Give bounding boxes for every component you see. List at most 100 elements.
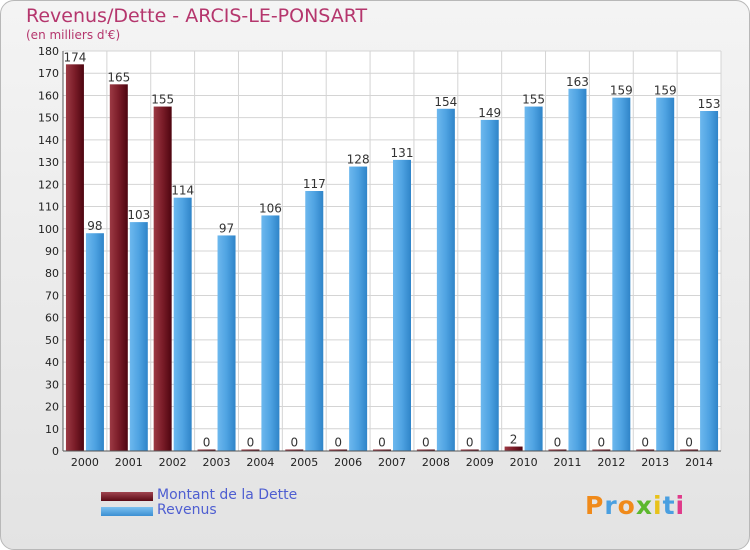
data-label-revenus: 159 — [654, 84, 677, 98]
data-label-dette: 165 — [107, 70, 130, 84]
x-tick-label: 2006 — [334, 456, 362, 469]
data-label-revenus: 159 — [610, 84, 633, 98]
data-label-dette: 0 — [466, 436, 474, 450]
bar-dette — [416, 449, 435, 451]
legend-label-debt: Montant de la Dette — [157, 487, 298, 503]
proxiti-logo: Proxiti — [585, 491, 685, 520]
data-label-revenus: 163 — [566, 75, 589, 89]
x-tick-label: 2011 — [553, 456, 581, 469]
y-tick-label: 40 — [45, 356, 59, 369]
bar-dette — [329, 449, 348, 451]
bar-dette — [548, 449, 567, 451]
x-tick-label: 2002 — [159, 456, 187, 469]
data-label-revenus: 155 — [522, 93, 545, 107]
x-tick-label: 2000 — [71, 456, 99, 469]
bar-dette — [460, 449, 479, 451]
y-tick-label: 160 — [38, 89, 59, 102]
data-label-revenus: 114 — [171, 184, 194, 198]
bar-dette — [504, 446, 523, 451]
data-label-dette: 0 — [641, 436, 649, 450]
data-label-dette: 0 — [290, 436, 298, 450]
bar-revenus — [85, 233, 104, 451]
bar-revenus — [524, 106, 543, 452]
bar-dette — [109, 84, 128, 451]
data-label-dette: 0 — [554, 436, 562, 450]
y-tick-label: 170 — [38, 67, 59, 80]
data-label-dette: 0 — [685, 436, 693, 450]
bar-dette — [65, 64, 84, 452]
chart-subtitle: (en milliers d'€) — [26, 28, 121, 42]
x-tick-label: 2005 — [290, 456, 318, 469]
bar-revenus — [129, 222, 148, 451]
data-label-revenus: 154 — [434, 95, 457, 109]
bar-revenus — [700, 111, 719, 451]
y-tick-label: 120 — [38, 178, 59, 191]
bar-dette — [680, 449, 699, 451]
legend-swatch-revenus — [101, 507, 153, 516]
data-label-dette: 0 — [247, 436, 255, 450]
y-tick-label: 0 — [52, 445, 59, 458]
bar-dette — [285, 449, 304, 451]
bar-revenus — [612, 97, 631, 452]
x-tick-label: 2001 — [115, 456, 143, 469]
x-tick-label: 2012 — [597, 456, 625, 469]
logo-letter: P — [585, 491, 605, 520]
data-label-revenus: 149 — [478, 106, 501, 120]
data-label-dette: 0 — [378, 436, 386, 450]
y-tick-label: 140 — [38, 134, 59, 147]
data-label-revenus: 128 — [347, 153, 370, 167]
bar-dette — [153, 106, 172, 452]
chart-title: Revenus/Dette - ARCIS-LE-PONSART — [26, 5, 368, 27]
y-tick-label: 20 — [45, 401, 59, 414]
y-tick-label: 100 — [38, 223, 59, 236]
x-tick-label: 2007 — [378, 456, 406, 469]
y-tick-label: 110 — [38, 201, 59, 214]
data-label-dette: 2 — [510, 433, 518, 447]
bar-revenus — [305, 191, 324, 451]
bar-revenus — [656, 97, 675, 452]
bar-revenus — [349, 166, 368, 452]
bar-revenus — [480, 119, 499, 451]
bar-revenus — [568, 88, 587, 452]
bar-revenus — [261, 215, 280, 451]
y-tick-label: 30 — [45, 378, 59, 391]
y-tick-label: 60 — [45, 312, 59, 325]
y-tick-label: 150 — [38, 112, 59, 125]
bar-revenus — [217, 235, 236, 451]
data-label-revenus: 103 — [127, 208, 150, 222]
x-tick-label: 2010 — [510, 456, 538, 469]
data-label-revenus: 153 — [698, 97, 721, 111]
data-label-revenus: 106 — [259, 201, 282, 215]
logo-letter: i — [675, 491, 686, 520]
legend-label-revenus: Revenus — [157, 502, 217, 518]
y-tick-label: 130 — [38, 156, 59, 169]
data-label-dette: 0 — [203, 436, 211, 450]
logo-letter: i — [653, 491, 663, 520]
bar-dette — [592, 449, 611, 451]
y-tick-label: 180 — [38, 45, 59, 58]
x-tick-label: 2003 — [203, 456, 231, 469]
y-tick-label: 90 — [45, 245, 59, 258]
bar-revenus — [173, 197, 192, 451]
logo-letter: t — [662, 491, 676, 520]
data-label-dette: 0 — [422, 436, 430, 450]
bar-dette — [241, 449, 260, 451]
bar-dette — [636, 449, 655, 451]
logo-letter: o — [617, 491, 636, 520]
data-label-revenus: 117 — [303, 177, 326, 191]
x-tick-label: 2014 — [685, 456, 713, 469]
data-label-revenus: 131 — [391, 146, 414, 160]
x-tick-label: 2013 — [641, 456, 669, 469]
bar-revenus — [436, 108, 455, 452]
logo-letter: x — [635, 491, 653, 520]
data-label-revenus: 98 — [87, 219, 102, 233]
x-tick-label: 2004 — [246, 456, 274, 469]
bar-dette — [197, 449, 216, 451]
logo-letter: r — [604, 491, 618, 520]
x-tick-label: 2008 — [422, 456, 450, 469]
y-tick-label: 80 — [45, 267, 59, 280]
data-label-revenus: 97 — [219, 221, 234, 235]
x-tick-label: 2009 — [466, 456, 494, 469]
data-label-dette: 155 — [151, 93, 174, 107]
